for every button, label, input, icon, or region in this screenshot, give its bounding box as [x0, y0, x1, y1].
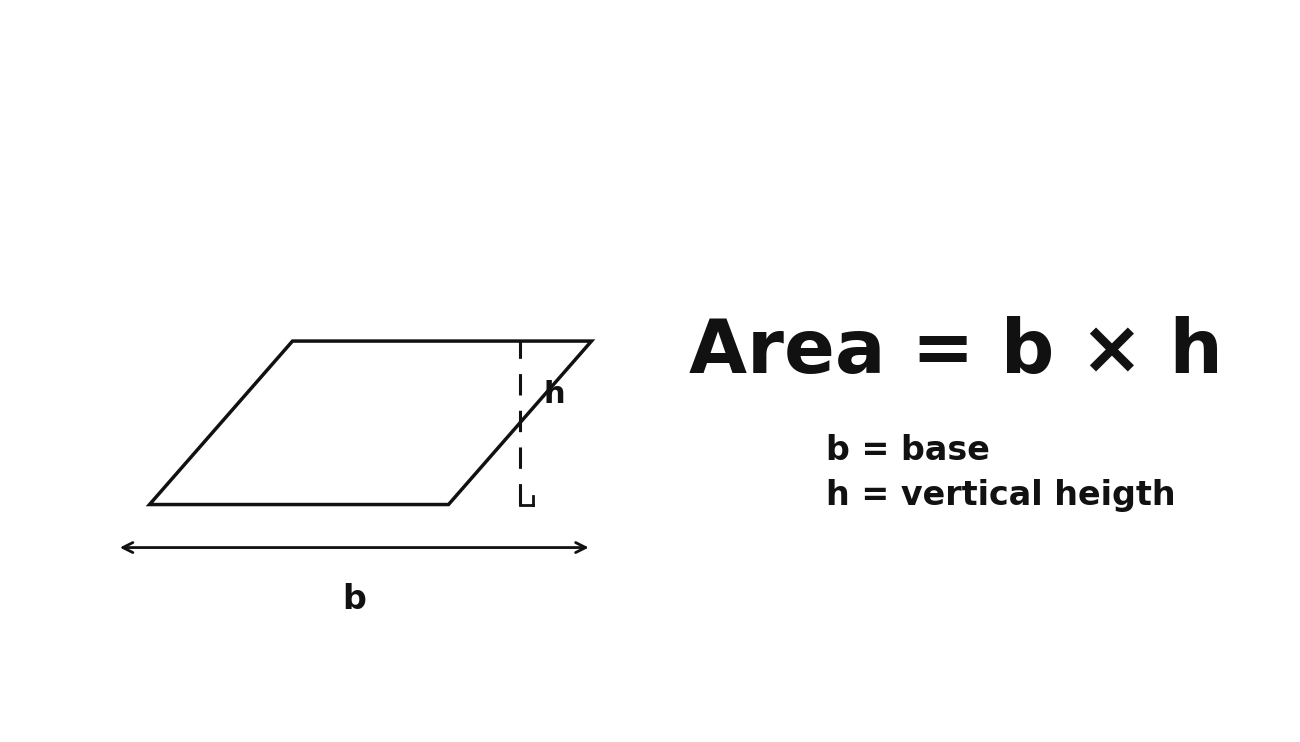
Text: b = base: b = base [826, 433, 989, 467]
Text: Area of a Parallelogram: Area of a Parallelogram [299, 24, 1001, 76]
Text: Area = b × h: Area = b × h [689, 316, 1222, 389]
Text: h = vertical heigth: h = vertical heigth [826, 479, 1175, 513]
Text: www.alamy.com: www.alamy.com [1134, 712, 1235, 725]
Text: Image ID: 2RCXA15: Image ID: 2RCXA15 [1113, 691, 1235, 704]
Text: alamy: alamy [65, 694, 159, 722]
Text: h: h [543, 380, 566, 409]
Text: b: b [342, 582, 367, 616]
